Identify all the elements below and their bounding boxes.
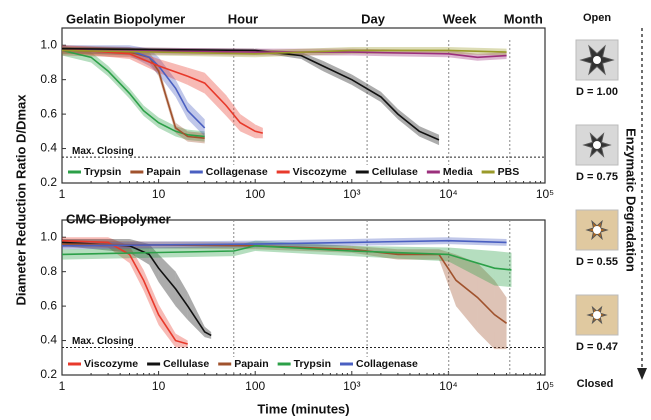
error-band	[494, 280, 507, 350]
legend-label: Cellulase	[163, 358, 209, 370]
legend-label: Viscozyme	[84, 358, 138, 370]
y-tick-label: 1.0	[40, 37, 57, 51]
error-band	[351, 245, 398, 260]
state-label: D = 0.55	[576, 256, 618, 268]
y-tick-label: 0.6	[40, 298, 57, 312]
legend-label: Trypsin	[84, 166, 121, 178]
legend-label: Collagenase	[206, 166, 268, 178]
legend-label: PBS	[498, 166, 520, 178]
legend-bg	[64, 357, 425, 371]
x-tick-label: 10	[152, 187, 166, 201]
state-center	[593, 56, 601, 64]
legend-bg	[64, 165, 527, 179]
state-center	[593, 311, 601, 319]
y-tick-label: 0.2	[40, 175, 57, 189]
x-tick-label: 10⁵	[536, 187, 554, 201]
x-tick-label: 10⁵	[536, 379, 554, 393]
time-marker-label: Hour	[228, 11, 258, 26]
x-tick-label: 10³	[343, 187, 360, 201]
error-band	[158, 254, 176, 307]
series-line	[61, 239, 188, 345]
x-tick-label: 10⁴	[439, 187, 458, 201]
series-line	[61, 49, 507, 59]
x-axis-label: Time (minutes)	[257, 401, 349, 416]
legend-label: Media	[443, 166, 473, 178]
error-band	[175, 333, 188, 348]
legend-label: Cellulase	[372, 166, 418, 178]
y-tick-label: 0.6	[40, 106, 57, 120]
error-band	[158, 59, 188, 85]
error-band	[439, 249, 457, 307]
x-tick-label: 1	[59, 187, 66, 201]
y-tick-label: 1.0	[40, 229, 57, 243]
max-closing-label: Max. Closing	[72, 336, 134, 347]
error-band	[158, 304, 176, 348]
panel-title: CMC Biopolymer	[66, 211, 171, 226]
time-marker-label: Day	[361, 11, 386, 26]
legend-label: Collagenase	[356, 358, 418, 370]
x-tick-label: 10³	[343, 379, 360, 393]
state-label: D = 0.75	[576, 171, 618, 183]
error-band	[175, 271, 188, 320]
y-tick-label: 0.8	[40, 72, 57, 86]
y-axis-label: Diameter Reduction Ratio D/Dmax	[13, 94, 28, 306]
series-line	[61, 49, 205, 139]
legend-label: Papain	[234, 358, 268, 370]
legend-label: Trypsin	[294, 358, 331, 370]
series-line	[61, 244, 512, 271]
y-tick-label: 0.2	[40, 367, 57, 381]
arrow-label: Enzymatic Degradation	[624, 128, 639, 272]
error-band	[456, 254, 478, 332]
panel-title: Gelatin Biopolymer	[66, 11, 185, 26]
closed-label: Closed	[577, 378, 614, 390]
state-label: D = 1.00	[576, 86, 618, 98]
series-line	[61, 239, 507, 247]
y-tick-label: 0.4	[40, 141, 57, 155]
series-line	[61, 49, 507, 55]
time-marker-label: Month	[504, 11, 543, 26]
x-tick-label: 100	[245, 379, 265, 393]
arrow-label-bg	[624, 110, 636, 290]
time-marker-label: Week	[443, 11, 477, 26]
series-line	[61, 47, 263, 134]
state-label: D = 0.47	[576, 341, 618, 353]
max-closing-label: Max. Closing	[72, 146, 134, 157]
side-panel: Open Closed Enzymatic Degradation	[577, 12, 647, 390]
y-tick-label: 0.8	[40, 264, 57, 278]
state-center	[593, 226, 601, 234]
error-band	[149, 244, 159, 282]
y-tick-label: 0.4	[40, 333, 57, 347]
legend-label: Viscozyme	[293, 166, 347, 178]
error-band	[187, 67, 205, 94]
legend-label: Papain	[146, 166, 180, 178]
x-tick-label: 1	[59, 379, 66, 393]
error-band	[351, 245, 449, 262]
state-center	[593, 141, 601, 149]
open-label: Open	[583, 12, 611, 24]
error-band	[108, 237, 130, 264]
series-line	[61, 241, 212, 337]
x-tick-label: 10	[152, 379, 166, 393]
arrow-head	[637, 368, 647, 380]
x-tick-label: 100	[245, 187, 265, 201]
x-tick-label: 10⁴	[439, 379, 458, 393]
error-band	[255, 124, 263, 139]
